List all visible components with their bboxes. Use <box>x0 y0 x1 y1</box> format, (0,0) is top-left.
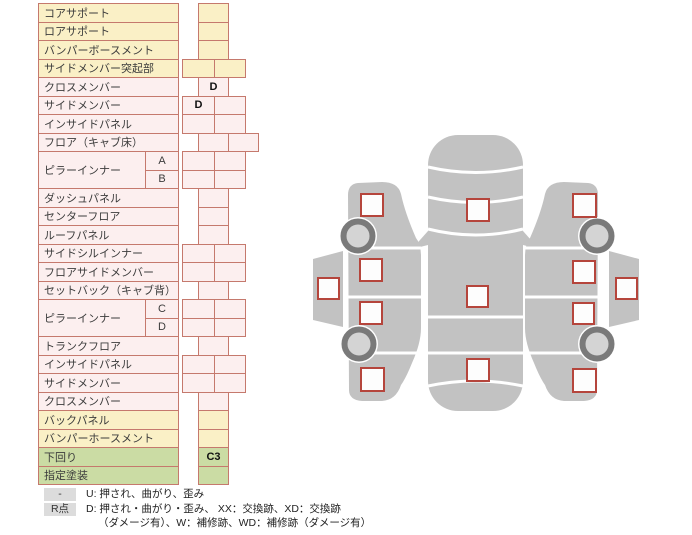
legend-key-rpoint: R点 <box>44 503 76 516</box>
damage-cell[interactable] <box>214 299 246 319</box>
row-label: ピラーインナー <box>38 299 146 337</box>
damage-cell[interactable] <box>182 151 215 171</box>
row-label: サイドメンバー突起部 <box>38 58 179 78</box>
legend-row: R点 D: 押され・曲がり・歪み、 XX：交換跡、XD：交換跡 （ダメージ有）、… <box>44 502 371 530</box>
row-label: インサイドパネル <box>38 354 179 374</box>
vehicle-diagram <box>300 128 690 418</box>
row-label: ダッシュパネル <box>38 188 179 208</box>
row-label: インサイドパネル <box>38 114 179 134</box>
damage-cell[interactable] <box>182 317 215 337</box>
row-label: ルーフパネル <box>38 225 179 245</box>
damage-cell[interactable]: D <box>182 95 215 115</box>
row-label: サイドシルインナー <box>38 243 179 263</box>
right-front-wheel-icon <box>578 217 616 255</box>
row-label: サイドメンバー <box>38 95 179 115</box>
damage-cell[interactable] <box>214 243 246 263</box>
legend-key-dash: - <box>44 488 76 501</box>
row-label: ピラーインナー <box>38 151 146 189</box>
damage-markers <box>300 128 690 418</box>
damage-cell[interactable] <box>214 114 246 134</box>
damage-cell[interactable] <box>182 299 215 319</box>
legend-row: - U: 押され、曲がり、歪み <box>44 487 371 501</box>
row-label: クロスメンバー <box>38 391 179 411</box>
damage-cell[interactable] <box>214 169 246 189</box>
marker-left-rear-door[interactable] <box>359 301 383 325</box>
damage-cell[interactable] <box>182 169 215 189</box>
row-label: トランクフロア <box>38 336 179 356</box>
row-label: セットバック（キャブ背） <box>38 280 179 300</box>
left-rear-wheel-icon <box>340 325 378 363</box>
marker-right-front-door[interactable] <box>572 260 596 284</box>
damage-cell[interactable] <box>198 465 229 485</box>
marker-top-roof[interactable] <box>466 285 489 308</box>
marker-right-rear-fender[interactable] <box>572 368 597 393</box>
damage-cell[interactable] <box>198 225 229 245</box>
row-label: フロアサイドメンバー <box>38 262 179 282</box>
damage-cell[interactable] <box>228 132 259 152</box>
damage-cell[interactable] <box>198 336 229 356</box>
damage-cell[interactable] <box>198 132 229 152</box>
row-label: フロア（キャブ床） <box>38 132 179 152</box>
damage-cell[interactable] <box>198 40 229 60</box>
damage-cell[interactable] <box>182 262 215 282</box>
damage-cell[interactable] <box>198 391 229 411</box>
marker-right-front-fender[interactable] <box>572 193 597 218</box>
car-right-side-view <box>525 182 639 401</box>
row-label: 指定塗装 <box>38 465 179 485</box>
damage-cell[interactable] <box>198 206 229 226</box>
row-label: バンパーホースメント <box>38 428 179 448</box>
marker-right-rocker[interactable] <box>615 277 638 300</box>
marker-top-front[interactable] <box>466 198 490 222</box>
damage-table: コアサポート ロアサポート バンパーボースメント サイドメンバー突起部 クロスメンバー D… <box>0 0 300 500</box>
car-silhouette <box>313 135 639 411</box>
damage-cell[interactable] <box>198 280 229 300</box>
legend-text: U: 押され、曲がり、歪み <box>86 488 205 500</box>
row-label: サイドメンバー <box>38 373 179 393</box>
row-sublabel: B <box>145 169 179 189</box>
legend-text-line2: （ダメージ有）、W：補修跡、WD：補修跡（ダメージ有） <box>98 517 372 529</box>
row-label: バンパーボースメント <box>38 40 179 60</box>
legend-text: D: 押され・曲がり・歪み、 XX：交換跡、XD：交換跡 （ダメージ有）、W：補… <box>86 502 371 530</box>
damage-cell[interactable] <box>214 58 246 78</box>
damage-cell[interactable] <box>182 373 215 393</box>
damage-cell[interactable] <box>214 354 246 374</box>
marker-left-rocker[interactable] <box>317 277 340 300</box>
car-left-side-view <box>313 182 421 401</box>
damage-cell[interactable] <box>198 410 229 430</box>
damage-cell[interactable]: D <box>198 77 229 97</box>
damage-cell[interactable] <box>214 95 246 115</box>
damage-cell[interactable] <box>182 354 215 374</box>
damage-cell[interactable] <box>182 58 215 78</box>
damage-cell[interactable] <box>214 317 246 337</box>
car-top-view <box>412 135 539 411</box>
legend: - U: 押され、曲がり、歪み R点 D: 押され・曲がり・歪み、 XX：交換跡… <box>44 487 371 531</box>
row-sublabel: C <box>145 299 179 319</box>
marker-left-rear-fender[interactable] <box>360 367 385 392</box>
marker-left-front-fender[interactable] <box>360 193 384 217</box>
legend-text-line1: D: 押され・曲がり・歪み、 XX：交換跡、XD：交換跡 <box>86 503 341 515</box>
damage-cell[interactable]: C3 <box>198 447 229 467</box>
damage-cell[interactable] <box>198 428 229 448</box>
right-rear-wheel-icon <box>578 325 616 363</box>
left-front-wheel-icon <box>339 217 377 255</box>
row-label: ロアサポート <box>38 21 179 41</box>
damage-cell[interactable] <box>198 3 229 23</box>
marker-top-rear[interactable] <box>466 358 490 382</box>
row-label: バックパネル <box>38 410 179 430</box>
damage-cell[interactable] <box>198 21 229 41</box>
row-label: センターフロア <box>38 206 179 226</box>
damage-cell[interactable] <box>182 114 215 134</box>
row-label: コアサポート <box>38 3 179 23</box>
damage-cell[interactable] <box>214 151 246 171</box>
marker-left-front-door[interactable] <box>359 258 383 282</box>
marker-right-rear-door[interactable] <box>572 302 595 325</box>
row-sublabel: A <box>145 151 179 171</box>
damage-cell[interactable] <box>214 262 246 282</box>
damage-cell[interactable] <box>198 188 229 208</box>
row-sublabel: D <box>145 317 179 337</box>
row-label: 下回り <box>38 447 179 467</box>
damage-cell[interactable] <box>182 243 215 263</box>
row-label: クロスメンバー <box>38 77 179 97</box>
damage-cell[interactable] <box>214 373 246 393</box>
